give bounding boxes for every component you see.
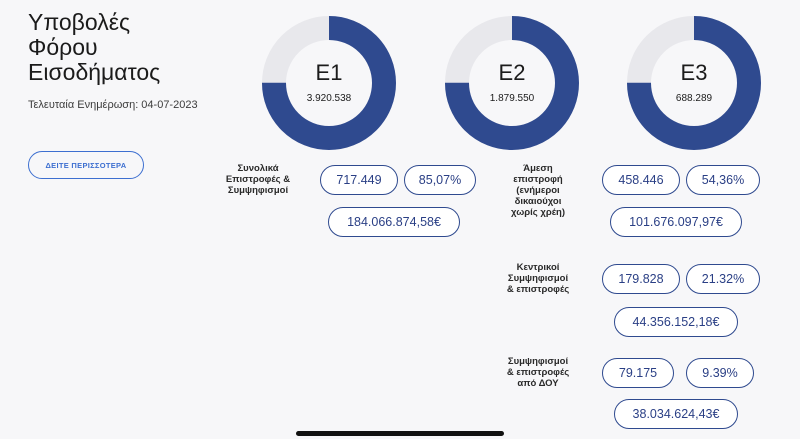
donut-fill-arc <box>262 16 396 150</box>
tax-office-offsets-label: Συμψηφισμοί & επιστροφές από ΔΟΥ <box>506 356 570 389</box>
central-offsets-amount-pill: 44.356.152,18€ <box>614 307 738 337</box>
total-count-pill: 717.449 <box>320 165 398 195</box>
donut-chart <box>262 16 396 150</box>
home-indicator <box>296 431 504 436</box>
total-percent-pill: 85,07% <box>404 165 476 195</box>
donut-fill-arc <box>627 16 761 150</box>
direct-refund-percent-pill: 54,36% <box>686 165 760 195</box>
form-count: 688.289 <box>675 93 713 104</box>
form-e3-gauge: Ε3 688.289 <box>625 14 763 152</box>
form-code: Ε3 <box>680 60 708 85</box>
donut-chart <box>445 16 579 150</box>
see-more-button[interactable]: ΔΕΙΤΕ ΠΕΡΙΣΣΟΤΕΡΑ <box>28 151 144 179</box>
form-code: Ε1 <box>315 60 343 85</box>
tax-office-offsets-percent-pill: 9.39% <box>686 358 754 388</box>
donut-fill-arc <box>445 16 579 150</box>
total-label: Συνολικά Επιστροφές & Συμψηφισμοί <box>225 163 291 196</box>
form-e2-gauge: Ε2 1.879.550 <box>443 14 581 152</box>
donut-chart <box>627 16 761 150</box>
form-count: 1.879.550 <box>489 93 535 104</box>
tax-office-offsets-amount-pill: 38.034.624,43€ <box>614 399 738 429</box>
form-count: 3.920.538 <box>306 93 352 104</box>
last-update-text: Τελευταία Ενημέρωση: 04-07-2023 <box>28 99 198 111</box>
tax-office-offsets-count-pill: 79.175 <box>602 358 674 388</box>
central-offsets-count-pill: 179.828 <box>602 264 680 294</box>
direct-refund-amount-pill: 101.676.097,97€ <box>610 207 742 237</box>
total-amount-pill: 184.066.874,58€ <box>328 207 460 237</box>
central-offsets-percent-pill: 21.32% <box>686 264 760 294</box>
form-code: Ε2 <box>498 60 526 85</box>
form-e1-gauge: Ε1 3.920.538 <box>260 14 398 152</box>
central-offsets-label: Κεντρικοί Συμψηφισμοί & επιστροφές <box>506 262 570 295</box>
page-title: Υποβολές Φόρου Εισοδήματος <box>28 9 161 85</box>
direct-refund-count-pill: 458.446 <box>602 165 680 195</box>
direct-refund-label: Άμεση επιστροφή (ενήμεροι δικαιούχοι χωρ… <box>511 163 565 218</box>
